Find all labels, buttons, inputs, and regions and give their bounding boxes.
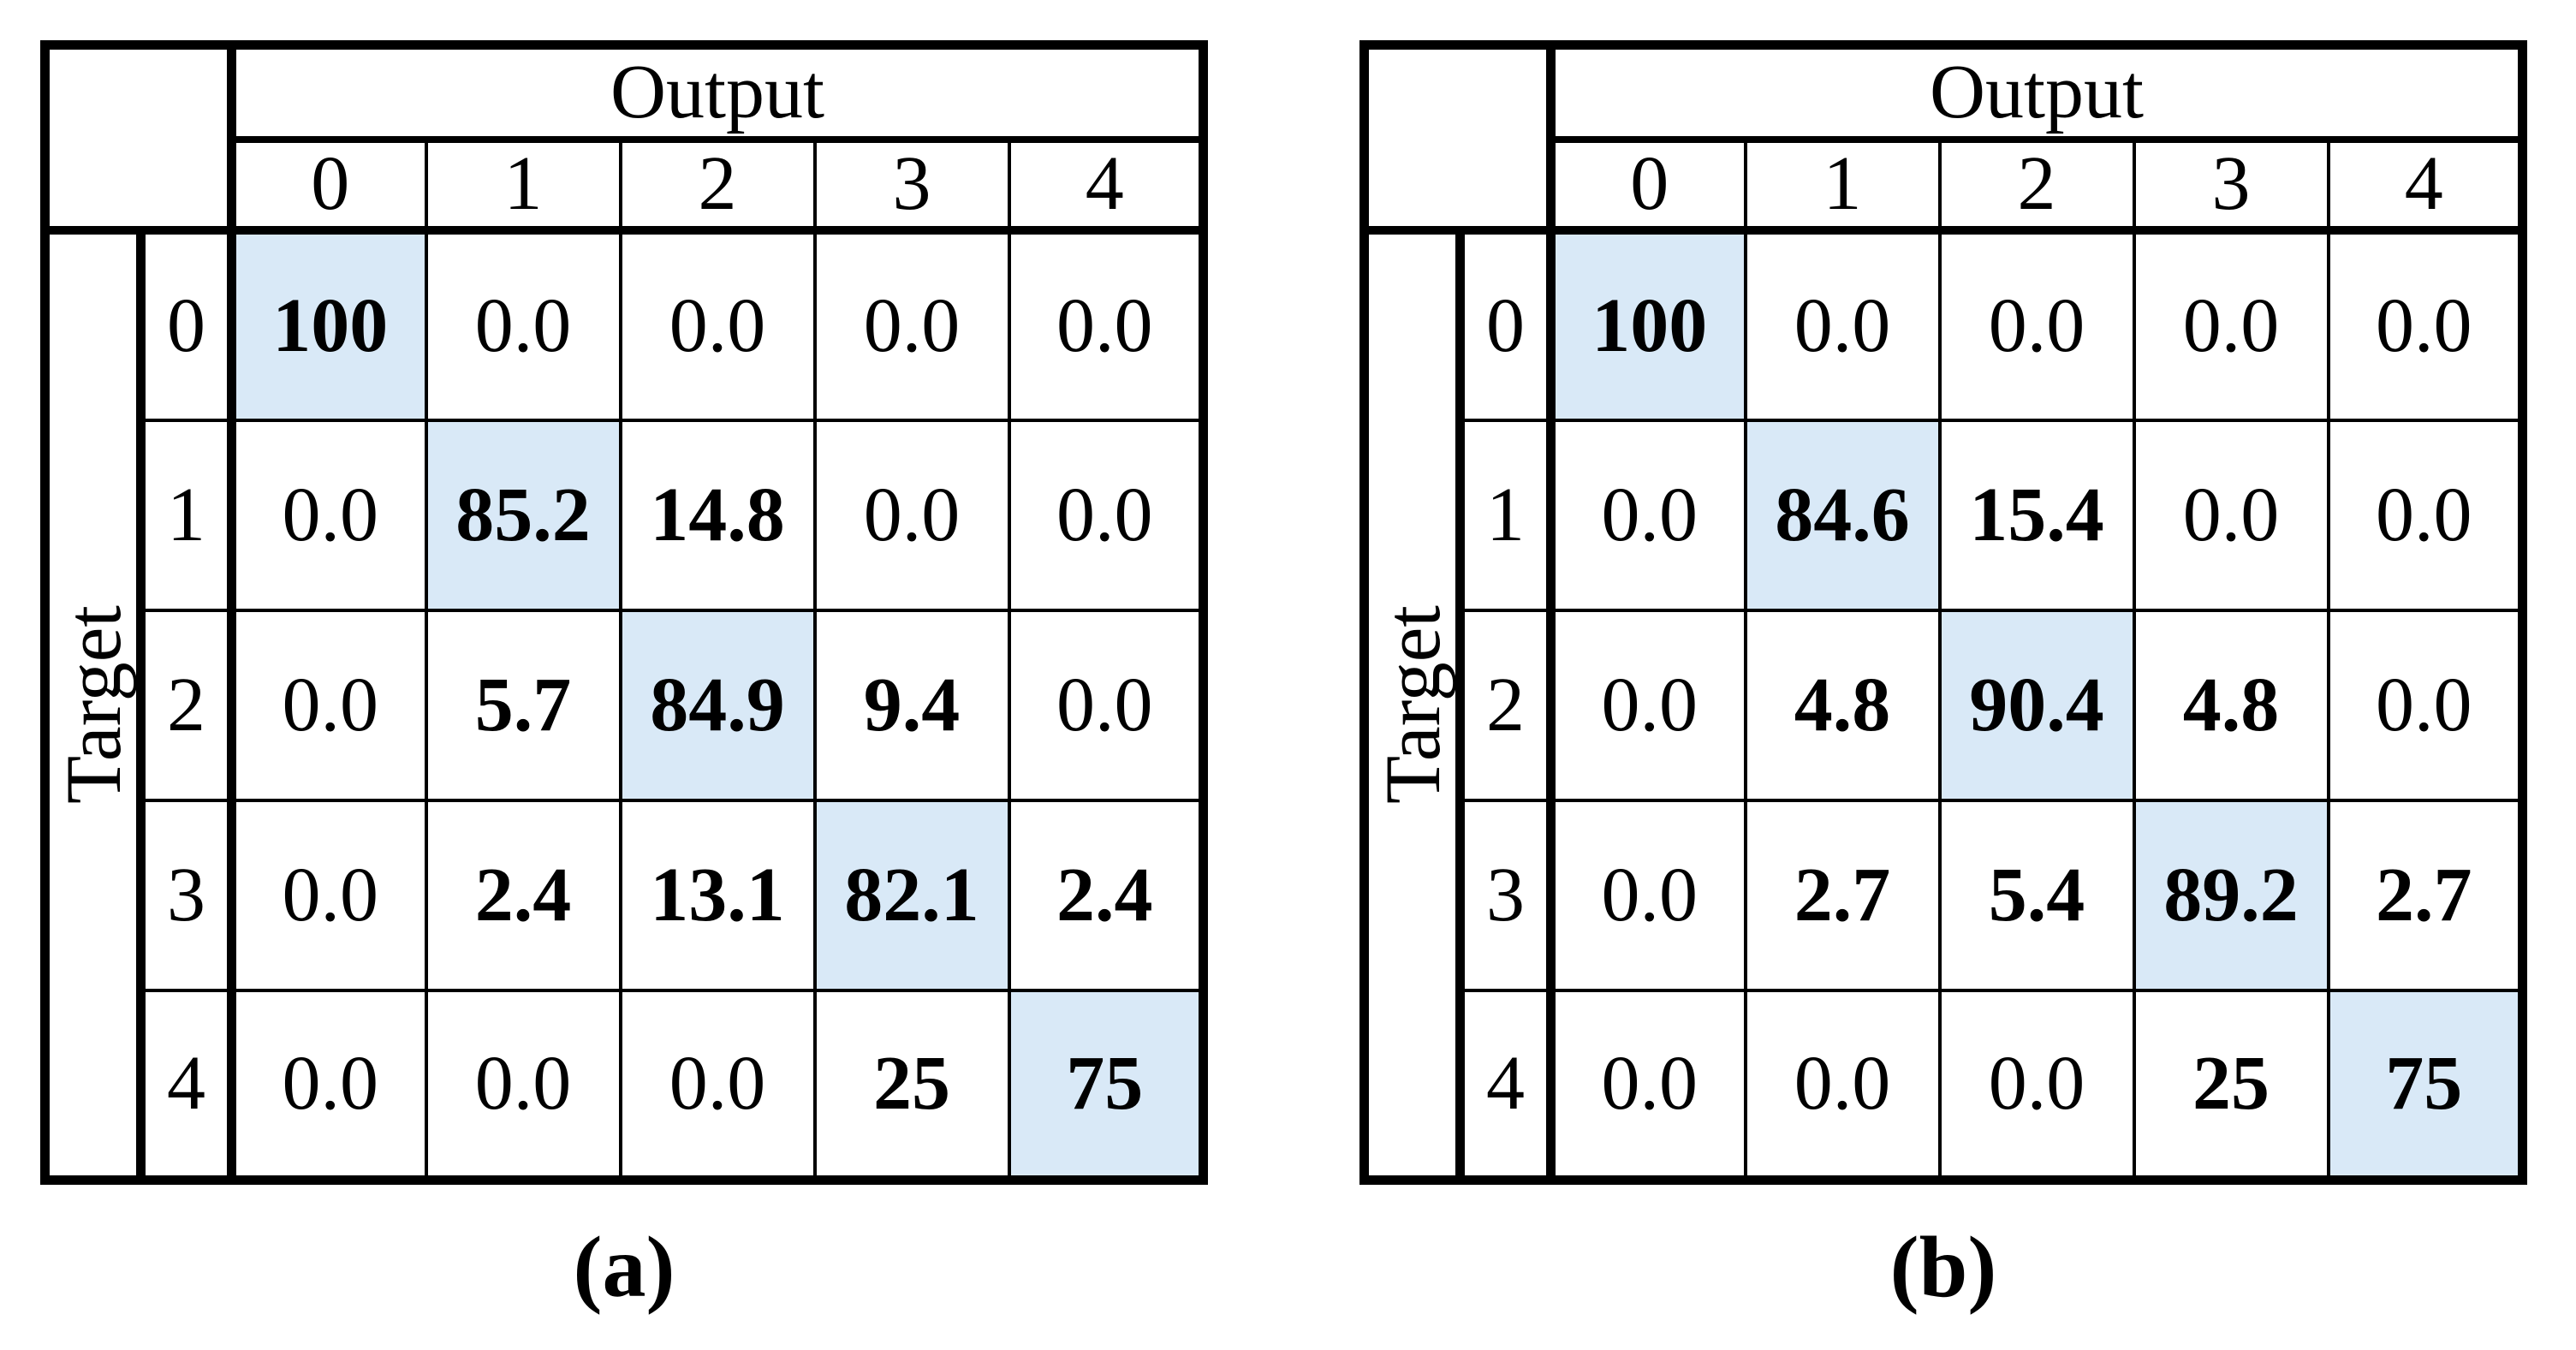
matrix-cell: 85.2 [424, 418, 622, 612]
col-label: 1 [424, 137, 622, 235]
matrix-cell: 84.9 [618, 608, 817, 802]
matrix-cell: 15.4 [1937, 418, 2136, 612]
matrix-cell: 4.8 [2132, 608, 2330, 802]
row-label: 0 [1458, 228, 1556, 422]
corner-cell [43, 43, 236, 235]
matrix-cell: 9.4 [812, 608, 1011, 802]
matrix-cell: 0.0 [618, 228, 817, 422]
matrix-cell: 0.0 [1743, 988, 1942, 1182]
confusion-matrix-a: Output 0 1 2 3 4 Target 0 100 0.0 0.0 0.… [40, 40, 1208, 1185]
matrix-cell: 0.0 [2326, 608, 2525, 802]
col-label: 3 [812, 137, 1011, 235]
matrix-cell: 90.4 [1937, 608, 2136, 802]
matrix-cell: 0.0 [229, 418, 428, 612]
row-label: 3 [139, 798, 236, 992]
confusion-matrix-b: Output 0 1 2 3 4 Target 0 100 0.0 0.0 0.… [1359, 40, 2527, 1185]
target-vertical-text: Target [49, 605, 137, 805]
target-header-label: Target [43, 228, 146, 1182]
col-label: 3 [2132, 137, 2330, 235]
matrix-cell: 84.6 [1743, 418, 1942, 612]
matrix-cell: 0.0 [1549, 798, 1747, 992]
matrix-cell: 5.4 [1937, 798, 2136, 992]
matrix-cell: 0.0 [2132, 418, 2330, 612]
matrix-cell: 75 [1007, 988, 1205, 1182]
matrix-cell: 0.0 [424, 228, 622, 422]
col-label: 0 [229, 137, 428, 235]
corner-cell [1362, 43, 1556, 235]
matrix-cell: 75 [2326, 988, 2525, 1182]
matrix-cell: 0.0 [618, 988, 817, 1182]
matrix-cell: 0.0 [1937, 228, 2136, 422]
matrix-cell: 0.0 [2326, 228, 2525, 422]
col-label: 4 [1007, 137, 1205, 235]
row-label: 4 [1458, 988, 1556, 1182]
row-label: 3 [1458, 798, 1556, 992]
panel-b: Output 0 1 2 3 4 Target 0 100 0.0 0.0 0.… [1359, 40, 2527, 1311]
matrix-cell: 0.0 [1007, 228, 1205, 422]
row-label: 2 [1458, 608, 1556, 802]
matrix-cell: 0.0 [2132, 228, 2330, 422]
matrix-cell: 25 [812, 988, 1011, 1182]
caption-b: (b) [1889, 1219, 1997, 1316]
matrix-cell: 2.4 [1007, 798, 1205, 992]
target-vertical-text: Target [1368, 605, 1456, 805]
output-header-label: Output [229, 43, 1205, 143]
matrix-cell: 14.8 [618, 418, 817, 612]
matrix-cell: 0.0 [229, 798, 428, 992]
matrix-cell: 0.0 [1549, 418, 1747, 612]
col-label: 4 [2326, 137, 2525, 235]
col-label: 2 [1937, 137, 2136, 235]
matrix-cell: 0.0 [1549, 608, 1747, 802]
matrix-cell: 5.7 [424, 608, 622, 802]
matrix-cell: 2.7 [2326, 798, 2525, 992]
target-header-label: Target [1362, 228, 1465, 1182]
matrix-cell: 0.0 [424, 988, 622, 1182]
matrix-cell: 0.0 [1549, 988, 1747, 1182]
row-label: 2 [139, 608, 236, 802]
matrix-cell: 2.4 [424, 798, 622, 992]
matrix-cell: 0.0 [812, 228, 1011, 422]
matrix-cell: 100 [229, 228, 428, 422]
row-label: 0 [139, 228, 236, 422]
output-header-label: Output [1549, 43, 2525, 143]
matrix-cell: 4.8 [1743, 608, 1942, 802]
matrix-cell: 0.0 [229, 608, 428, 802]
matrix-cell: 0.0 [1743, 228, 1942, 422]
matrix-cell: 2.7 [1743, 798, 1942, 992]
matrix-cell: 13.1 [618, 798, 817, 992]
matrix-cell: 82.1 [812, 798, 1011, 992]
panel-a: Output 0 1 2 3 4 Target 0 100 0.0 0.0 0.… [40, 40, 1208, 1311]
matrix-cell: 0.0 [812, 418, 1011, 612]
col-label: 2 [618, 137, 817, 235]
col-label: 0 [1549, 137, 1747, 235]
row-label: 4 [139, 988, 236, 1182]
matrix-cell: 0.0 [1937, 988, 2136, 1182]
matrix-cell: 25 [2132, 988, 2330, 1182]
matrix-cell: 0.0 [229, 988, 428, 1182]
matrix-cell: 0.0 [1007, 608, 1205, 802]
matrix-cell: 100 [1549, 228, 1747, 422]
row-label: 1 [139, 418, 236, 612]
col-label: 1 [1743, 137, 1942, 235]
caption-a: (a) [573, 1219, 675, 1316]
matrix-cell: 0.0 [1007, 418, 1205, 612]
row-label: 1 [1458, 418, 1556, 612]
matrix-cell: 0.0 [2326, 418, 2525, 612]
matrix-cell: 89.2 [2132, 798, 2330, 992]
